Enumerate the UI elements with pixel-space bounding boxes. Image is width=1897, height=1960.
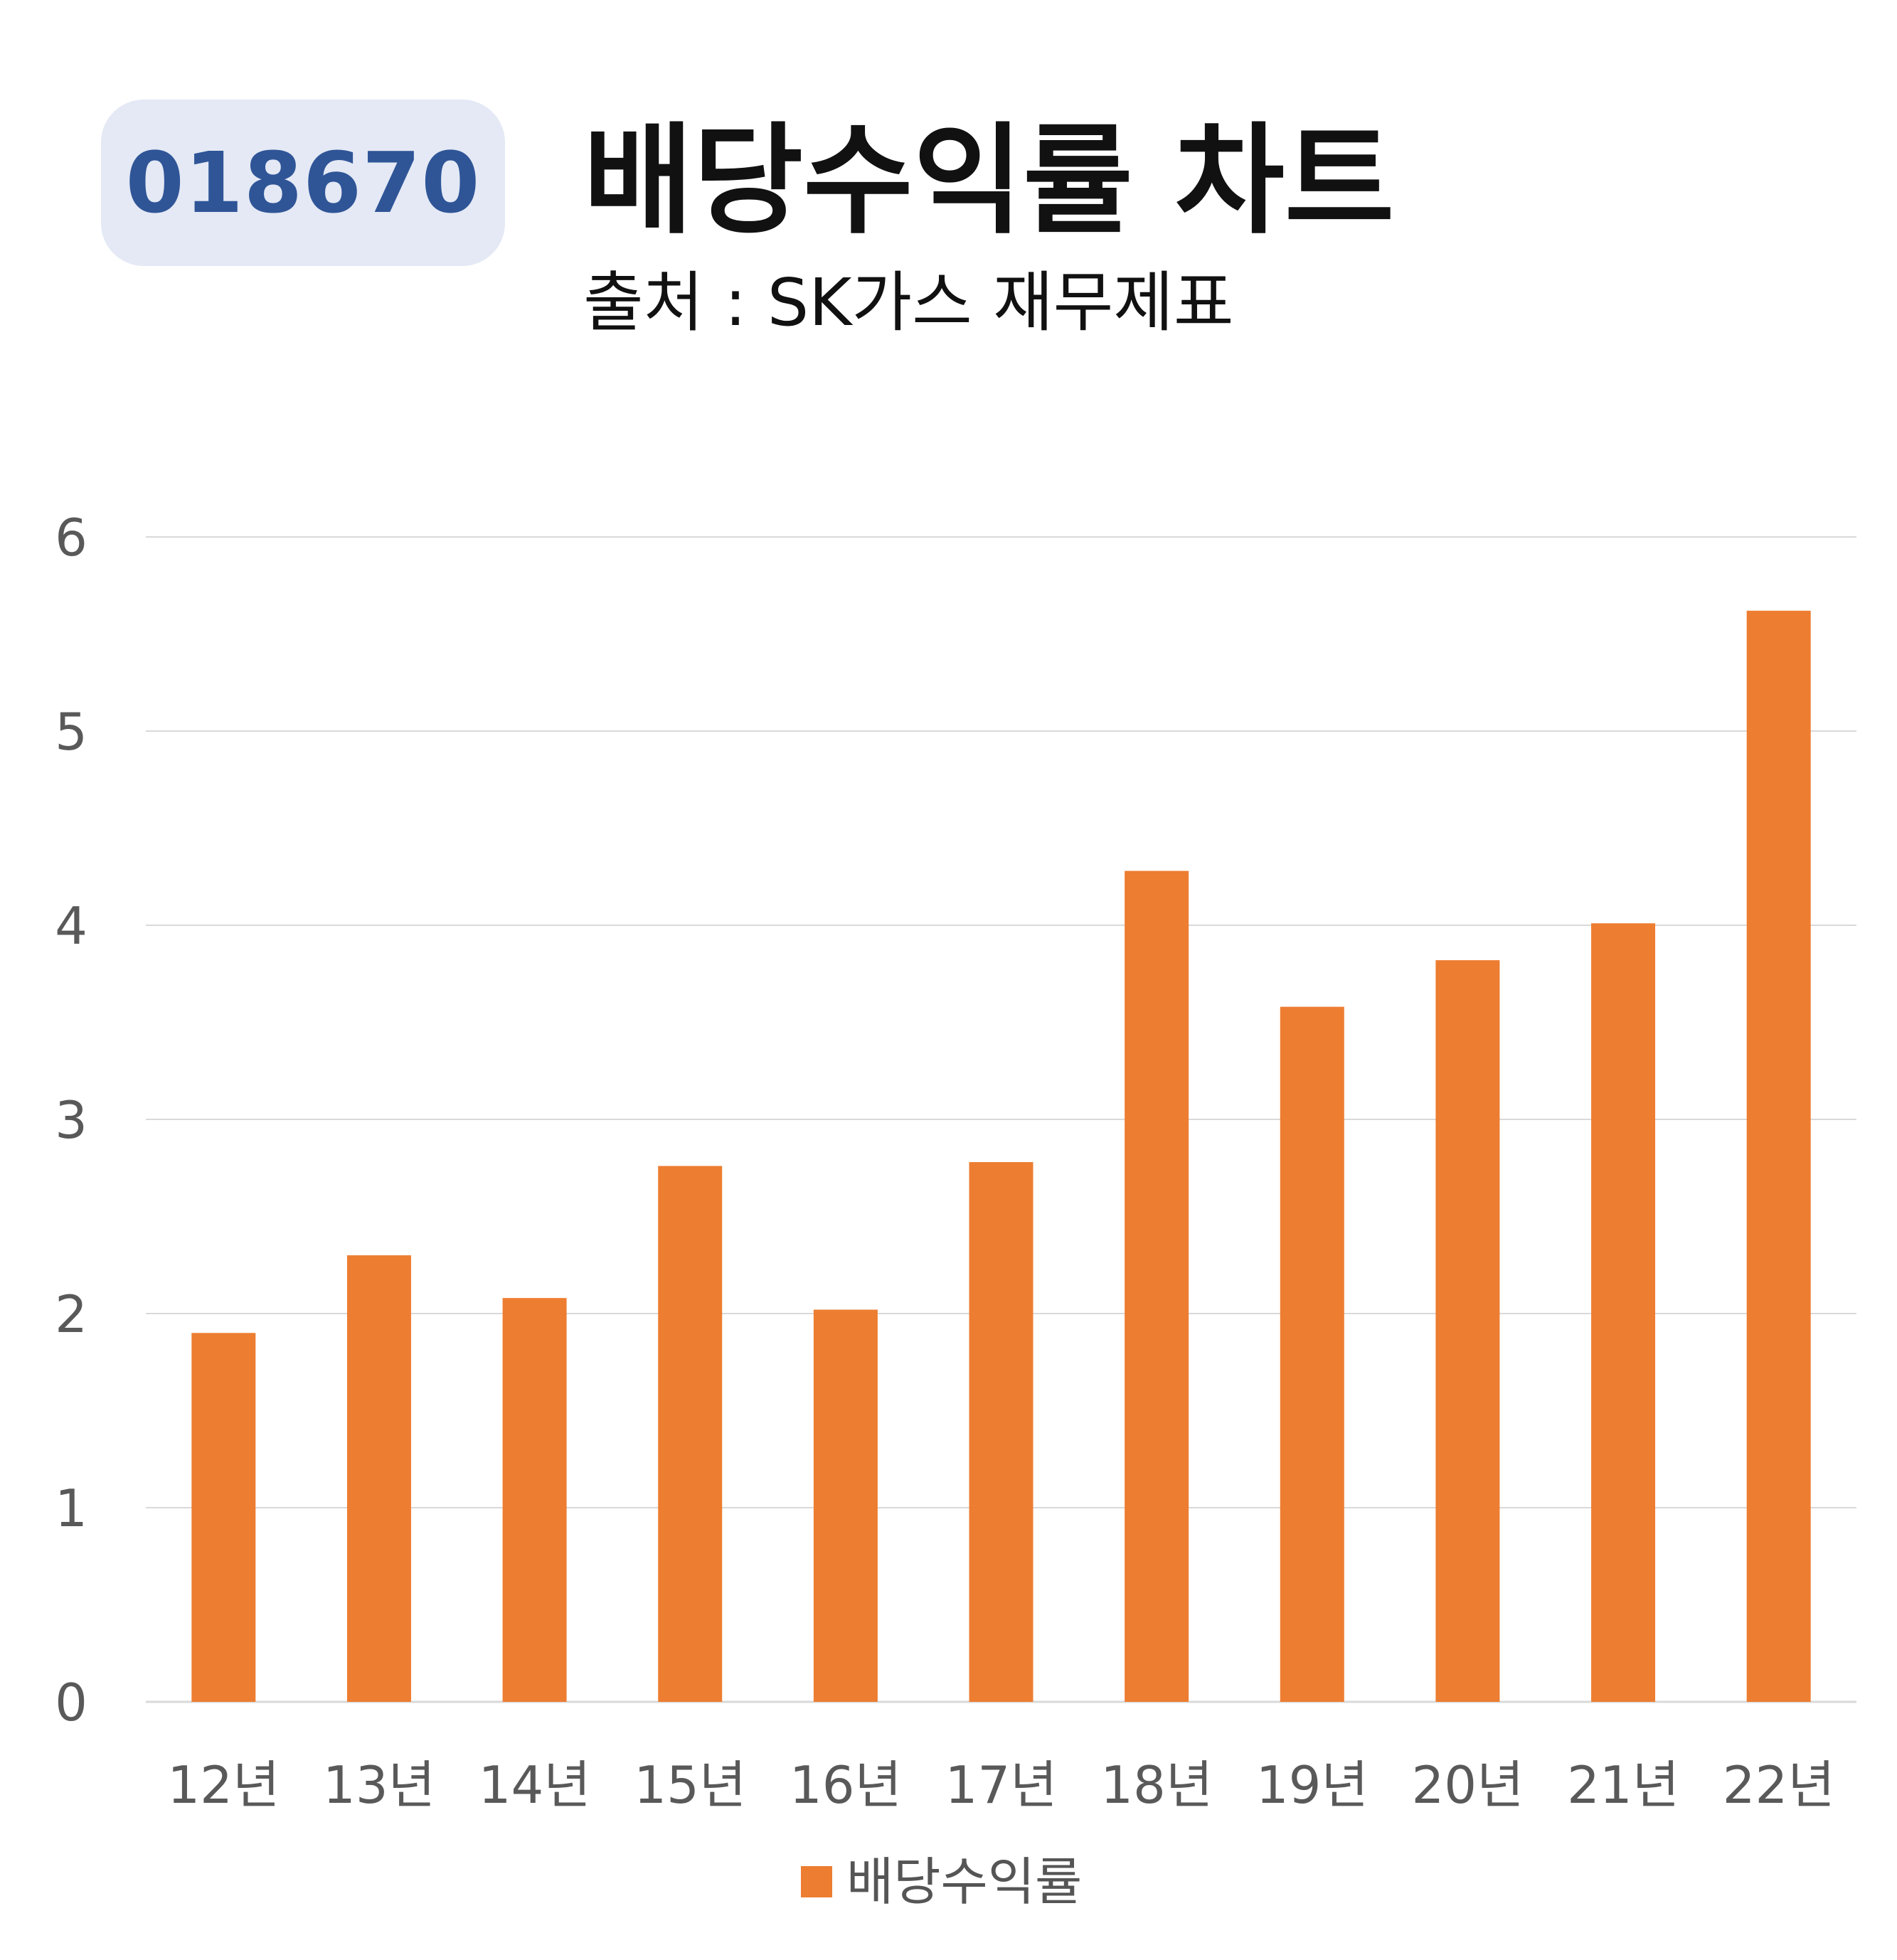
x-tick-label: 21년 [1567,1755,1679,1815]
x-tick-label: 18년 [1100,1755,1213,1815]
bar [1125,870,1189,1702]
bar [1746,610,1811,1702]
chart-subtitle: 출처 : SK가스 재무제표 [583,265,1234,341]
y-tick-label: 4 [55,896,87,956]
y-tick-label: 2 [55,1284,87,1344]
bar [191,1333,256,1702]
x-tick-label: 15년 [634,1755,746,1815]
legend-label: 배당수익률 [846,1852,1083,1912]
bar [346,1255,411,1702]
bar [1280,1006,1344,1702]
x-tick-label: 13년 [323,1755,435,1815]
y-tick-label: 1 [55,1479,87,1538]
x-tick-label: 17년 [945,1755,1058,1815]
x-tick-label: 14년 [479,1755,591,1815]
x-tick-label: 16년 [790,1755,902,1815]
x-tick-label: 22년 [1723,1755,1835,1815]
y-tick-label: 3 [55,1090,87,1150]
legend: 배당수익률 [801,1856,1082,1907]
x-tick-label: 20년 [1411,1755,1524,1815]
bar [502,1298,567,1702]
chart-title: 배당수익률 차트 [583,111,1395,250]
y-tick-label: 6 [55,508,87,568]
x-tick-label: 19년 [1256,1755,1369,1815]
ticker-code: 018670 [125,134,481,232]
bar [1435,960,1500,1702]
bar [658,1166,723,1702]
y-tick-label: 0 [55,1673,87,1732]
bar [969,1162,1033,1702]
x-tick-label: 12년 [167,1755,280,1815]
bar [1591,923,1656,1702]
y-tick-label: 5 [55,702,87,762]
bar [813,1309,878,1702]
legend-swatch [801,1866,832,1897]
ticker-badge: 018670 [101,100,505,266]
